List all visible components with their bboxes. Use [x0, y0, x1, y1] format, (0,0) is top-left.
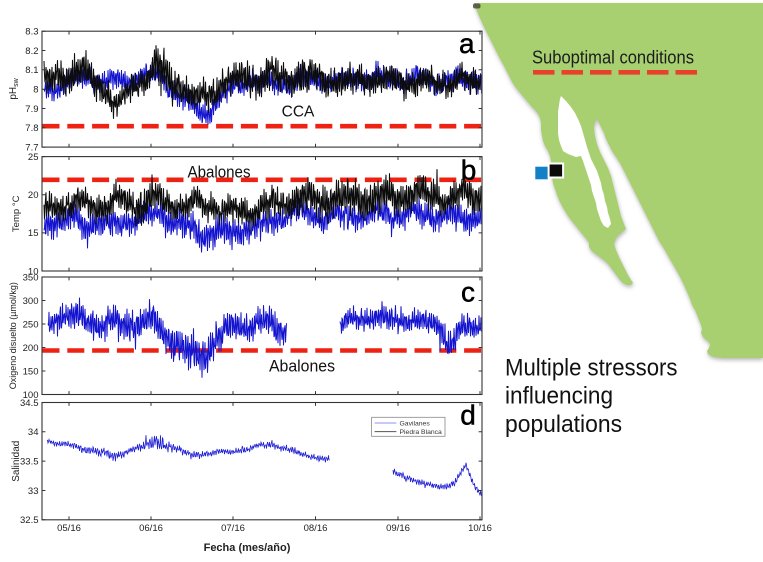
svg-text:influencing: influencing — [505, 383, 613, 410]
svg-text:10: 10 — [28, 266, 39, 277]
svg-text:CCA: CCA — [282, 104, 315, 121]
svg-text:150: 150 — [23, 366, 39, 377]
svg-text:25: 25 — [28, 152, 39, 163]
svg-text:c: c — [461, 276, 475, 307]
svg-text:Multiple stressors: Multiple stressors — [505, 354, 678, 381]
svg-text:15: 15 — [28, 228, 39, 239]
svg-text:8.1: 8.1 — [25, 65, 38, 76]
svg-text:Temp °C: Temp °C — [11, 195, 22, 232]
svg-text:Suboptimal conditions: Suboptimal conditions — [532, 47, 694, 68]
svg-text:250: 250 — [23, 319, 39, 330]
svg-text:8.2: 8.2 — [25, 46, 38, 57]
svg-text:350: 350 — [23, 272, 39, 283]
svg-text:Abalones: Abalones — [269, 357, 335, 376]
svg-text:08/16: 08/16 — [304, 523, 328, 534]
svg-text:32.5: 32.5 — [20, 515, 39, 526]
svg-text:34: 34 — [28, 427, 39, 438]
svg-text:09/16: 09/16 — [386, 523, 410, 534]
svg-text:34.5: 34.5 — [20, 398, 39, 409]
svg-text:d: d — [460, 400, 476, 431]
svg-text:Oxigeno disuelto (µmol/kg): Oxigeno disuelto (µmol/kg) — [8, 282, 18, 389]
svg-text:b: b — [461, 155, 477, 186]
svg-text:7.7: 7.7 — [25, 142, 38, 153]
svg-text:20: 20 — [28, 190, 39, 201]
svg-text:Abalones: Abalones — [188, 163, 251, 182]
svg-text:100: 100 — [23, 390, 39, 401]
svg-text:05/16: 05/16 — [57, 523, 81, 534]
svg-text:Gavilanes: Gavilanes — [400, 420, 431, 427]
svg-text:33: 33 — [28, 486, 39, 497]
svg-text:300: 300 — [23, 296, 39, 307]
svg-text:Fecha (mes/año): Fecha (mes/año) — [204, 542, 291, 554]
svg-text:Piedra Blanca: Piedra Blanca — [400, 429, 443, 436]
svg-text:7.9: 7.9 — [25, 104, 38, 115]
svg-text:33.5: 33.5 — [20, 456, 39, 467]
svg-text:06/16: 06/16 — [139, 523, 163, 534]
svg-text:populations: populations — [505, 411, 622, 438]
svg-text:8: 8 — [33, 85, 38, 96]
svg-text:8.3: 8.3 — [25, 27, 38, 38]
svg-text:200: 200 — [23, 343, 39, 354]
svg-text:7.8: 7.8 — [25, 123, 38, 134]
svg-text:Salinidad: Salinidad — [11, 441, 22, 482]
svg-text:10/16: 10/16 — [468, 523, 492, 534]
svg-text:07/16: 07/16 — [221, 523, 245, 534]
svg-text:a: a — [459, 28, 475, 59]
